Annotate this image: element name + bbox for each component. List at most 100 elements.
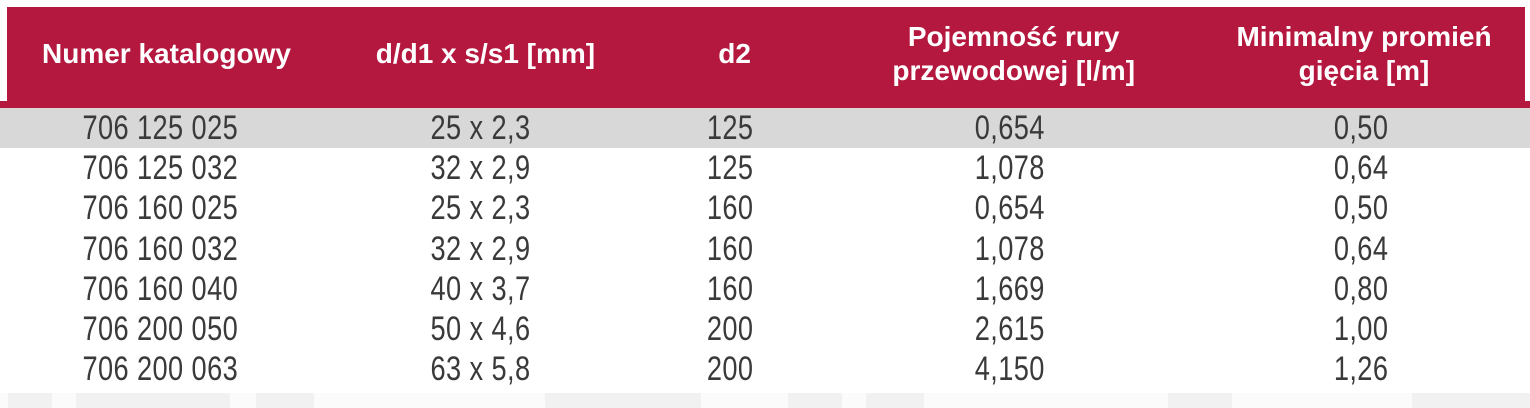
table-row: 706 160 025 25 x 2,3 160 0,654 0,50 (0, 189, 1530, 229)
cutoff-next-row-strip (0, 393, 1530, 408)
table-row: 706 200 050 50 x 4,6 200 2,615 1,00 (0, 309, 1530, 349)
cutoff-fragment (256, 393, 314, 408)
table-cell: 0,64 (1200, 148, 1523, 188)
cell-text: 63 x 5,8 (429, 350, 530, 389)
table-cell: 25 x 2,3 (320, 189, 640, 229)
table-cell: 125 (640, 108, 820, 148)
cell-text: 0,654 (974, 108, 1046, 147)
table-cell: 1,078 (820, 229, 1200, 269)
cell-text: 1,00 (1334, 310, 1389, 349)
cell-text: 706 125 032 (82, 148, 238, 187)
table-row-highlighted: 706 125 025 25 x 2,3 125 0,654 0,50 (0, 108, 1530, 149)
table-row: 706 200 063 63 x 5,8 200 4,150 1,26 (0, 350, 1530, 390)
cutoff-fragment (1168, 393, 1232, 408)
header-label: Pojemność rury przewodowej [l/m] (892, 21, 1136, 86)
header-cell-minimalny-promien: Minimalny promień gięcia [m] (1203, 7, 1525, 101)
cell-text: 706 200 063 (82, 350, 238, 389)
table-cell: 50 x 4,6 (320, 309, 640, 349)
table-cell: 160 (640, 229, 820, 269)
cell-text: 200 (706, 350, 754, 389)
table-row: 706 160 032 32 x 2,9 160 1,078 0,64 (0, 229, 1530, 269)
table-cell: 0,50 (1200, 108, 1523, 148)
header-label: d/d1 x s/s1 [mm] (375, 38, 596, 69)
table-cell: 706 160 032 (0, 229, 320, 269)
cell-text: 706 160 032 (82, 229, 238, 268)
table-cell: 1,078 (820, 148, 1200, 188)
cell-text: 32 x 2,9 (429, 229, 530, 268)
cell-text: 706 160 025 (82, 189, 238, 228)
table-cell: 25 x 2,3 (320, 108, 640, 148)
cell-text: 25 x 2,3 (429, 189, 530, 228)
header-cell-pojemnosc: Pojemność rury przewodowej [l/m] (824, 7, 1203, 101)
table-cell: 706 200 050 (0, 309, 320, 349)
cell-text: 0,80 (1334, 269, 1389, 308)
table-cell: 1,00 (1200, 309, 1523, 349)
cutoff-fragment (788, 393, 842, 408)
cell-text: 0,50 (1334, 189, 1389, 228)
cell-text: 1,078 (974, 148, 1046, 187)
cell-text: 0,50 (1334, 108, 1389, 147)
header-label: Minimalny promień gięcia [m] (1236, 21, 1492, 86)
table-cell: 40 x 3,7 (320, 269, 640, 309)
table-cell: 32 x 2,9 (320, 229, 640, 269)
cell-text: 32 x 2,9 (429, 148, 530, 187)
header-bottom-strip (0, 101, 1530, 108)
table-cell: 125 (640, 148, 820, 188)
table-header: Numer katalogowy d/d1 x s/s1 [mm] d2 Poj… (7, 7, 1525, 101)
header-label: d2 (718, 38, 751, 69)
cell-text: 160 (706, 189, 754, 228)
cell-text: 706 160 040 (82, 269, 238, 308)
cell-text: 4,150 (974, 350, 1046, 389)
cell-text: 706 200 050 (82, 310, 238, 349)
table-cell: 4,150 (820, 350, 1200, 390)
table-cell: 1,26 (1200, 350, 1523, 390)
cutoff-fragment (545, 393, 701, 408)
cell-text: 160 (706, 229, 754, 268)
cutoff-fragment (76, 393, 230, 408)
cutoff-fragment (866, 393, 924, 408)
header-label: Numer katalogowy (42, 38, 291, 69)
table-cell: 0,64 (1200, 229, 1523, 269)
table-cell: 0,50 (1200, 189, 1523, 229)
cell-text: 40 x 3,7 (429, 269, 530, 308)
header-cell-d2: d2 (645, 7, 824, 101)
table-cell: 160 (640, 189, 820, 229)
table-row: 706 125 032 32 x 2,9 125 1,078 0,64 (0, 148, 1530, 188)
table-cell: 2,615 (820, 309, 1200, 349)
cutoff-fragment (8, 393, 52, 408)
table-cell: 706 160 025 (0, 189, 320, 229)
table-cell: 160 (640, 269, 820, 309)
table-cell: 32 x 2,9 (320, 148, 640, 188)
cell-text: 1,26 (1334, 350, 1389, 389)
table-cell: 706 125 032 (0, 148, 320, 188)
cell-text: 2,615 (974, 310, 1046, 349)
cell-text: 706 125 025 (82, 108, 238, 147)
table-cell: 63 x 5,8 (320, 350, 640, 390)
cell-text: 0,64 (1334, 148, 1389, 187)
cell-text: 125 (706, 148, 754, 187)
cell-text: 125 (706, 108, 754, 147)
cell-text: 1,669 (974, 269, 1046, 308)
table-cell: 0,654 (820, 108, 1200, 148)
cutoff-fragment (1412, 393, 1530, 408)
table-cell: 0,654 (820, 189, 1200, 229)
cell-text: 0,654 (974, 189, 1046, 228)
cell-text: 25 x 2,3 (429, 108, 530, 147)
cell-text: 0,64 (1334, 229, 1389, 268)
table-cell: 706 125 025 (0, 108, 320, 148)
header-cell-numer-katalogowy: Numer katalogowy (7, 7, 326, 101)
table-cell: 200 (640, 350, 820, 390)
cell-text: 1,078 (974, 229, 1046, 268)
header-cell-dd1-ss1: d/d1 x s/s1 [mm] (326, 7, 645, 101)
table-cell: 706 200 063 (0, 350, 320, 390)
table-cell: 706 160 040 (0, 269, 320, 309)
table-cell: 200 (640, 309, 820, 349)
table-cell: 0,80 (1200, 269, 1523, 309)
cell-text: 200 (706, 310, 754, 349)
cell-text: 160 (706, 269, 754, 308)
table-body: 706 125 025 25 x 2,3 125 0,654 0,50 706 125 0… (0, 108, 1530, 390)
table-row: 706 160 040 40 x 3,7 160 1,669 0,80 (0, 269, 1530, 309)
cell-text: 50 x 4,6 (429, 310, 530, 349)
table-cell: 1,669 (820, 269, 1200, 309)
